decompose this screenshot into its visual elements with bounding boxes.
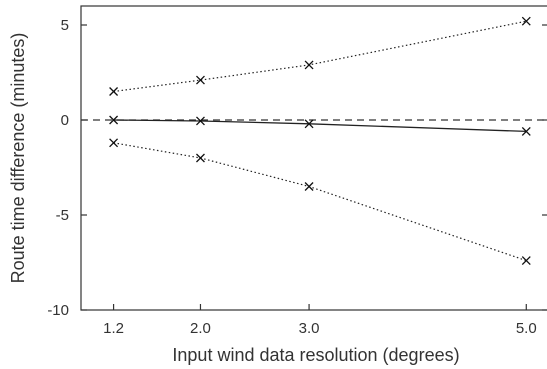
data-point-marker: [304, 60, 314, 70]
data-point-marker: [521, 16, 531, 26]
data-point-marker: [521, 256, 531, 266]
x-tick-label: 2.0: [190, 320, 211, 337]
data-point-marker: [304, 182, 314, 191]
y-tick-label: 0: [61, 112, 69, 129]
data-point-marker: [304, 119, 314, 129]
y-axis-label: Route time difference (minutes): [8, 33, 28, 284]
x-tick-label: 1.2: [103, 320, 124, 337]
y-tick-label: -5: [56, 207, 69, 224]
data-point-marker: [196, 116, 205, 126]
series-line-3: [113, 142, 527, 262]
y-tick-label: 5: [61, 17, 69, 34]
series-line-2: [113, 119, 527, 133]
data-point-marker: [521, 126, 531, 136]
plot-frame: [80, 5, 547, 311]
data-point-marker: [109, 115, 119, 125]
x-tick-label: 3.0: [299, 320, 320, 337]
data-point-marker: [196, 153, 205, 163]
data-point-marker: [109, 138, 119, 148]
x-axis-label: Input wind data resolution (degrees): [172, 345, 459, 365]
x-tick-label: 5.0: [516, 320, 537, 337]
y-tick-label: -10: [47, 302, 69, 319]
data-point-marker: [196, 75, 205, 85]
data-point-marker: [109, 87, 119, 96]
series-line-1: [113, 20, 527, 93]
